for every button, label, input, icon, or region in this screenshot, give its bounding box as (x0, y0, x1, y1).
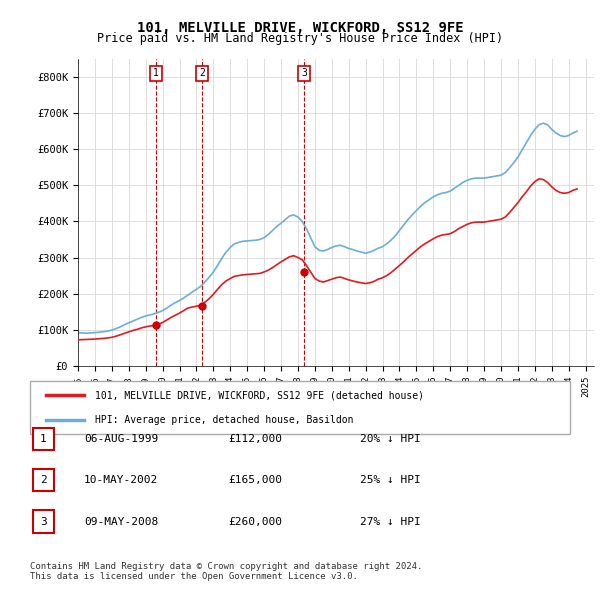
Text: 09-MAY-2008: 09-MAY-2008 (84, 517, 158, 526)
Text: 3: 3 (301, 68, 307, 78)
Text: HPI: Average price, detached house, Basildon: HPI: Average price, detached house, Basi… (95, 415, 353, 425)
Text: £260,000: £260,000 (228, 517, 282, 526)
Text: 101, MELVILLE DRIVE, WICKFORD, SS12 9FE (detached house): 101, MELVILLE DRIVE, WICKFORD, SS12 9FE … (95, 391, 424, 401)
Text: 20% ↓ HPI: 20% ↓ HPI (360, 434, 421, 444)
Text: 06-AUG-1999: 06-AUG-1999 (84, 434, 158, 444)
Text: 3: 3 (40, 517, 47, 526)
Text: 101, MELVILLE DRIVE, WICKFORD, SS12 9FE: 101, MELVILLE DRIVE, WICKFORD, SS12 9FE (137, 21, 463, 35)
Text: £165,000: £165,000 (228, 476, 282, 485)
FancyBboxPatch shape (33, 510, 54, 533)
Text: 1: 1 (153, 68, 159, 78)
Text: 1: 1 (40, 434, 47, 444)
Text: 2: 2 (199, 68, 205, 78)
Text: £112,000: £112,000 (228, 434, 282, 444)
Text: 27% ↓ HPI: 27% ↓ HPI (360, 517, 421, 526)
Text: 25% ↓ HPI: 25% ↓ HPI (360, 476, 421, 485)
Text: Price paid vs. HM Land Registry's House Price Index (HPI): Price paid vs. HM Land Registry's House … (97, 32, 503, 45)
FancyBboxPatch shape (30, 381, 570, 434)
FancyBboxPatch shape (33, 428, 54, 450)
Text: 10-MAY-2002: 10-MAY-2002 (84, 476, 158, 485)
FancyBboxPatch shape (33, 469, 54, 491)
Text: 2: 2 (40, 476, 47, 485)
Text: Contains HM Land Registry data © Crown copyright and database right 2024.
This d: Contains HM Land Registry data © Crown c… (30, 562, 422, 581)
